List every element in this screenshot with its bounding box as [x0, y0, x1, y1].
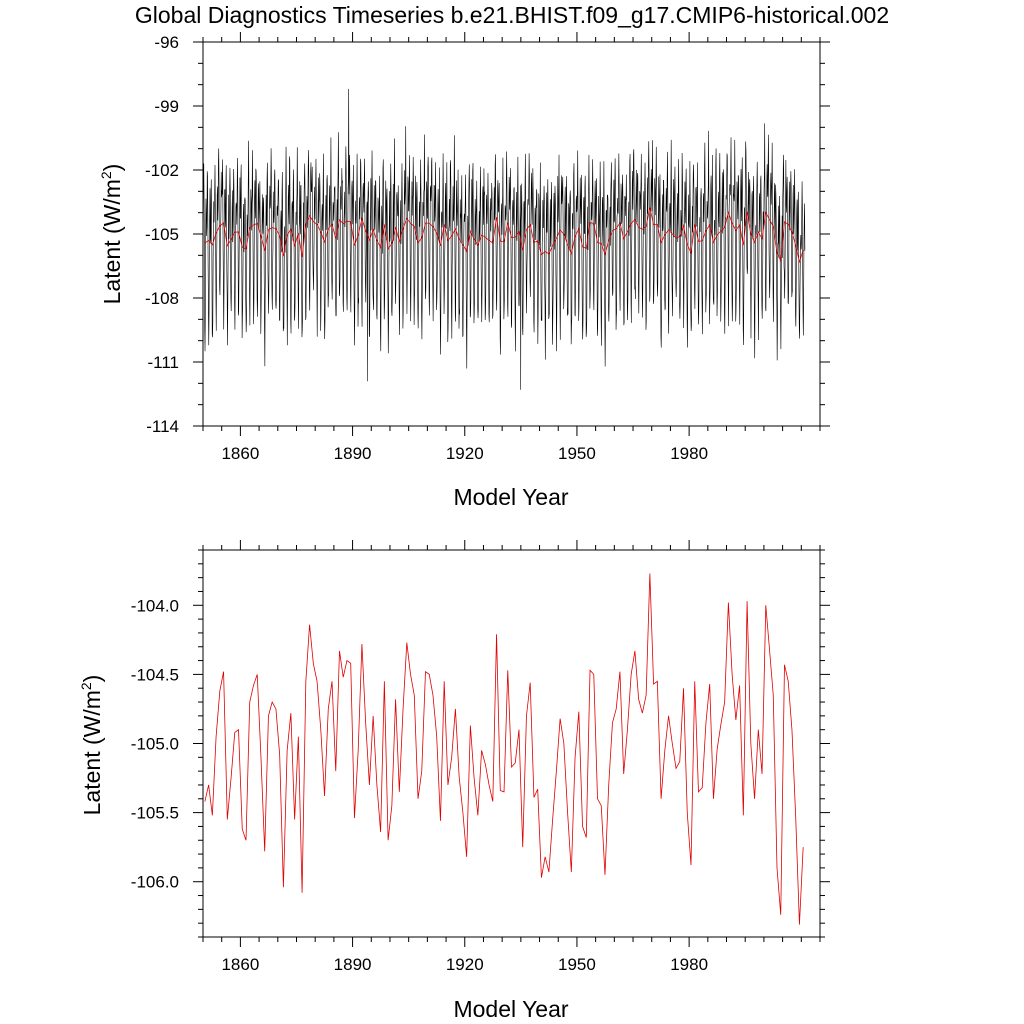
bottom-y-tick-label: -106.0	[131, 873, 179, 892]
annual-mean-line	[204, 573, 804, 925]
top-y-axis-title: Latent (W/m2)	[98, 164, 125, 305]
top-y-tick-label: -105	[145, 225, 179, 244]
top-x-axis-title: Model Year	[453, 484, 568, 510]
top-y-tick-label: -114	[146, 417, 179, 436]
top-plot-frame	[202, 41, 821, 427]
bottom-y-tick-labels: -104.0 -104.5 -105.0 -105.5 -106.0	[131, 596, 179, 891]
top-y-tick-label: -111	[147, 353, 179, 372]
top-y-tick-label: -99	[154, 97, 179, 116]
bottom-y-tick-label: -105.0	[131, 735, 179, 754]
top-panel-ticks	[193, 32, 830, 436]
top-x-tick-label: 1950	[558, 444, 596, 463]
bottom-y-tick-label: -104.0	[131, 596, 179, 615]
bottom-x-tick-label: 1980	[670, 955, 708, 974]
bottom-x-tick-label: 1890	[334, 955, 372, 974]
top-y-tick-label: -96	[154, 33, 179, 52]
top-x-tick-label: 1980	[670, 444, 708, 463]
bottom-y-tick-label: -105.5	[131, 804, 179, 823]
top-y-tick-labels: -96 -99 -102 -105 -108 -111 -114	[145, 33, 179, 436]
monthly-series-line	[202, 88, 806, 390]
bottom-y-axis-title: Latent (W/m2)	[78, 675, 105, 816]
page-title: Global Diagnostics Timeseries b.e21.BHIS…	[134, 2, 890, 28]
annual-mean-line-top	[204, 207, 804, 264]
bottom-plot-frame	[202, 549, 821, 938]
top-x-tick-label: 1860	[221, 444, 259, 463]
annual-panel: -104.0-104.5-105.0-105.5-106.0 1860 1890 1…	[78, 540, 830, 1022]
top-x-tick-label: 1920	[446, 444, 484, 463]
bottom-x-tick-label: 1950	[558, 955, 596, 974]
bottom-x-tick-label: 1860	[221, 955, 259, 974]
bottom-x-axis-title: Model Year	[453, 996, 568, 1022]
top-x-tick-label: 1890	[334, 444, 372, 463]
top-y-tick-label: -102	[145, 161, 179, 180]
bottom-x-tick-labels: 1860 1890 1920 1950 1980	[221, 955, 708, 974]
top-x-tick-labels: 1860 1890 1920 1950 1980	[221, 444, 708, 463]
bottom-y-tick-label: -104.5	[131, 665, 179, 684]
bottom-panel-ticks	[193, 540, 830, 947]
bottom-x-tick-label: 1920	[446, 955, 484, 974]
top-y-tick-label: -108	[145, 289, 179, 308]
monthly-panel: -96-99-102-105-108-111-114 1860 1890 1920 1…	[98, 32, 830, 510]
